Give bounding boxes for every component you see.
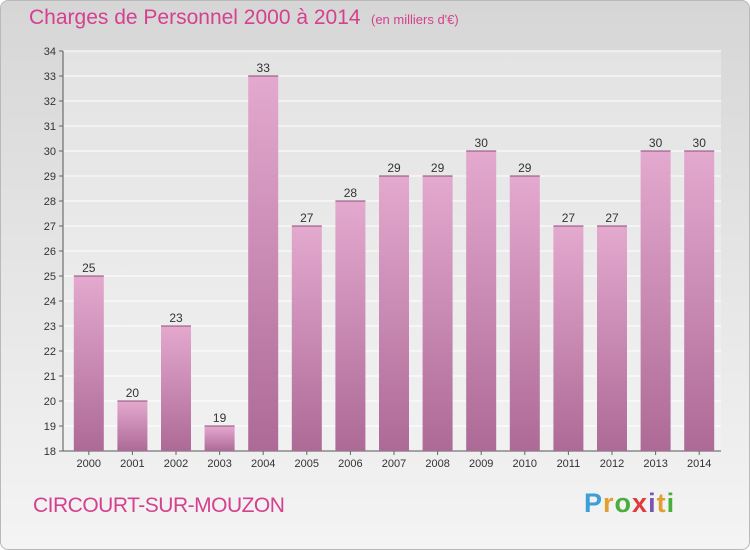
bar-2005: [291, 226, 322, 451]
y-tick-label: 34: [44, 46, 56, 58]
y-tick-label: 24: [44, 296, 56, 308]
x-tick-label-2008: 2008: [425, 458, 449, 470]
x-tick-label-2003: 2003: [207, 458, 231, 470]
bar-2011: [553, 226, 584, 451]
bar-2004: [248, 76, 279, 451]
y-tick-label: 26: [44, 246, 56, 258]
bar-2001: [117, 401, 148, 451]
x-tick-label-2012: 2012: [600, 458, 624, 470]
y-tick-label: 32: [44, 96, 56, 108]
value-label-2013: 30: [649, 136, 663, 150]
y-tick-label: 28: [44, 196, 56, 208]
chart-title: Charges de Personnel 2000 à 2014: [29, 6, 361, 29]
bar-2010: [509, 176, 540, 451]
bar-2000: [73, 276, 104, 451]
y-tick-label: 22: [44, 346, 56, 358]
y-tick-label: 18: [44, 446, 56, 458]
y-tick-label: 33: [44, 71, 56, 83]
value-label-2001: 20: [126, 386, 140, 400]
value-label-2012: 27: [605, 211, 619, 225]
x-tick-label-2005: 2005: [295, 458, 319, 470]
x-tick-label-2006: 2006: [338, 458, 362, 470]
x-tick-label-2000: 2000: [77, 458, 101, 470]
y-tick-label: 20: [44, 396, 56, 408]
y-tick-label: 30: [44, 146, 56, 158]
y-tick-label: 23: [44, 321, 56, 333]
x-tick-label-2010: 2010: [513, 458, 537, 470]
logo-letter: t: [656, 488, 667, 518]
value-label-2000: 25: [82, 261, 96, 275]
value-label-2011: 27: [562, 211, 576, 225]
x-tick-label-2009: 2009: [469, 458, 493, 470]
bar-2012: [597, 226, 627, 451]
y-tick-label: 27: [44, 221, 56, 233]
value-label-2007: 29: [387, 161, 401, 175]
logo-letter: P: [584, 488, 604, 518]
proxiti-logo: Proxiti: [584, 488, 675, 519]
bar-2014: [684, 151, 715, 451]
bar-2006: [335, 201, 366, 451]
y-tick-label: 25: [44, 271, 56, 283]
bar-2009: [466, 151, 497, 451]
x-tick-label-2014: 2014: [687, 458, 711, 470]
y-tick-label: 31: [44, 121, 56, 133]
value-label-2014: 30: [693, 136, 707, 150]
logo-letter: x: [632, 488, 649, 518]
logo-letter: r: [603, 488, 615, 518]
x-tick-label-2002: 2002: [164, 458, 188, 470]
logo-letter: i: [666, 488, 676, 518]
value-label-2006: 28: [344, 186, 358, 200]
x-tick-label-2013: 2013: [643, 458, 667, 470]
commune-name: CIRCOURT-SUR-MOUZON: [33, 494, 285, 517]
bar-2013: [640, 151, 671, 451]
logo-letter: i: [648, 488, 657, 518]
value-label-2010: 29: [518, 161, 532, 175]
value-label-2005: 27: [300, 211, 314, 225]
y-tick-label: 29: [44, 171, 56, 183]
value-label-2009: 30: [475, 136, 489, 150]
value-label-2008: 29: [431, 161, 445, 175]
value-label-2003: 19: [213, 411, 227, 425]
bar-2003: [204, 426, 235, 451]
chart-subtitle: (en milliers d'€): [371, 12, 459, 27]
y-tick-label: 21: [44, 371, 56, 383]
bar-2008: [422, 176, 453, 451]
x-tick-label-2007: 2007: [382, 458, 406, 470]
y-tick-label: 19: [44, 421, 56, 433]
value-label-2002: 23: [169, 311, 183, 325]
x-tick-label-2011: 2011: [557, 458, 581, 470]
bar-2007: [379, 176, 409, 451]
bar-2002: [161, 326, 191, 451]
logo-letter: o: [614, 488, 633, 518]
x-tick-label-2001: 2001: [120, 458, 144, 470]
x-tick-label-2004: 2004: [251, 458, 275, 470]
value-label-2004: 33: [257, 61, 271, 75]
